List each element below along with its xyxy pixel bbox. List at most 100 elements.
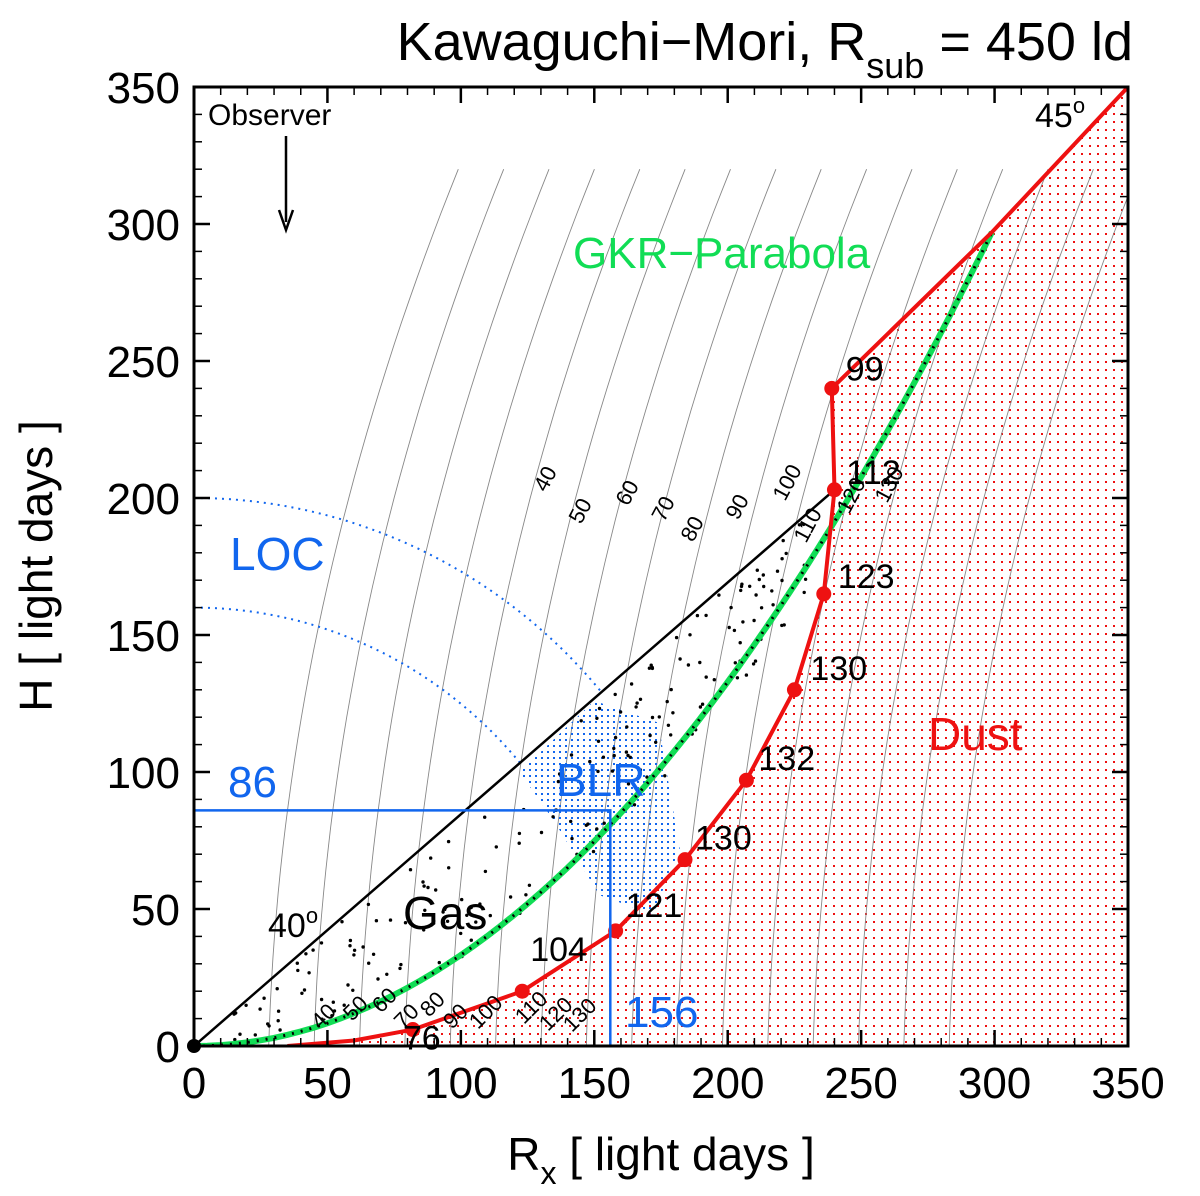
gas-dot [488, 913, 492, 918]
gas-dot [626, 753, 630, 758]
gas-dot [469, 905, 473, 910]
dust-point-label: 130 [810, 650, 867, 688]
gas-dot [483, 869, 488, 874]
gas-dot [780, 623, 784, 628]
gas-dot [700, 702, 705, 706]
gas-dot [771, 603, 775, 607]
isodelay-label: 90 [720, 490, 754, 523]
dust-point-label: 121 [626, 887, 683, 925]
gas-dot [527, 883, 532, 887]
gas-dot [741, 620, 745, 624]
loc-arc [194, 606, 522, 765]
y-tick-label: 300 [107, 201, 180, 250]
gas-dot [781, 538, 785, 543]
gas-dot [262, 996, 266, 1000]
gas-dot [539, 830, 544, 835]
x-tick-label: 300 [958, 1059, 1031, 1108]
isodelay-label: 70 [646, 492, 680, 525]
y-axis-label: H [ light days ] [10, 420, 62, 711]
gas-dot [647, 666, 652, 670]
gas-dot [645, 775, 649, 779]
gas-dot [650, 715, 655, 720]
isodelay-line [858, 169, 1049, 1046]
gas-dot [802, 590, 806, 595]
gas-cone-line [194, 488, 836, 1046]
gas-dot [399, 962, 403, 967]
gas-dot [797, 523, 802, 527]
x-axis-label: Rx [ light days ] [507, 1128, 814, 1191]
isodelay-line [313, 169, 505, 1046]
isodelay-line [359, 169, 550, 1046]
axis-ticks: 0 50 100 150 200 250 300 350 0 50 100 150 200 250 300 3… [107, 64, 1165, 1108]
gas-dot [319, 997, 324, 1002]
y-tick-label: 50 [131, 886, 180, 935]
isodelay-line [948, 195, 1128, 1046]
gas-dot [342, 1003, 346, 1007]
gas-dot [429, 856, 433, 860]
gas-dot [302, 988, 307, 992]
gas-dot [385, 972, 389, 976]
gas-dot [374, 919, 379, 923]
x-tick-label: 150 [558, 1059, 631, 1108]
dust-fill [287, 87, 1128, 1046]
isodelay-line [903, 169, 1094, 1046]
dust-point [786, 682, 802, 698]
gas-dot [494, 845, 498, 849]
gas-dot [784, 551, 788, 556]
plot-frame [192, 85, 1130, 1048]
gas-dot [517, 831, 522, 836]
observer-arrow-head [277, 209, 295, 234]
loc-arcs [194, 497, 604, 765]
gas-dot [733, 661, 737, 665]
gas-dot [757, 577, 761, 582]
model-curves [194, 87, 1128, 1046]
gas-dot [278, 1028, 282, 1032]
isodelay-label: 40 [528, 462, 562, 495]
loc-arc [194, 497, 604, 695]
gas-dot [367, 961, 371, 965]
dust-point-label: 123 [838, 558, 895, 596]
dust-region [287, 87, 1128, 1046]
gas-dot [421, 880, 425, 884]
gas-dot [432, 919, 436, 923]
gas-dot [695, 613, 700, 618]
isodelay-label: 60 [610, 476, 644, 509]
angle-dust-label: 45o [1035, 93, 1085, 135]
gas-dot [388, 918, 393, 922]
gas-dot [422, 928, 426, 932]
gas-dot [276, 1009, 281, 1013]
gas-dot [332, 1009, 337, 1013]
gas-dot [376, 977, 380, 981]
gas-dot [569, 753, 574, 757]
gas-dot [732, 628, 737, 633]
gas-dot [551, 815, 555, 819]
gas-dot [330, 1014, 334, 1018]
gas-dot [596, 739, 601, 743]
gas-dot [588, 759, 592, 764]
gas-dot [508, 895, 513, 899]
gas-dot [698, 705, 703, 709]
dust-point [738, 772, 754, 788]
gas-dot [717, 593, 721, 597]
gas-dot [665, 699, 669, 704]
gas-dot [348, 944, 352, 948]
loc-label: LOC [230, 528, 325, 580]
dust-point-label: 104 [530, 931, 587, 969]
gas-dot [780, 557, 784, 561]
y-tick-label: 0 [156, 1023, 180, 1072]
gas-dot [276, 1019, 280, 1023]
blr-region [519, 700, 680, 915]
gas-dot [591, 849, 596, 854]
gas-dot [649, 663, 653, 667]
gas-dot [441, 910, 445, 914]
gas-region [232, 522, 808, 1046]
gas-dot [803, 577, 808, 581]
gas-dot [738, 641, 742, 645]
gas-dot [460, 897, 464, 902]
gas-dot [331, 1000, 335, 1004]
isodelay-label: 100 [767, 460, 806, 504]
gas-dot [348, 938, 353, 943]
gas-dot [751, 662, 756, 666]
gas-dot [740, 582, 744, 586]
